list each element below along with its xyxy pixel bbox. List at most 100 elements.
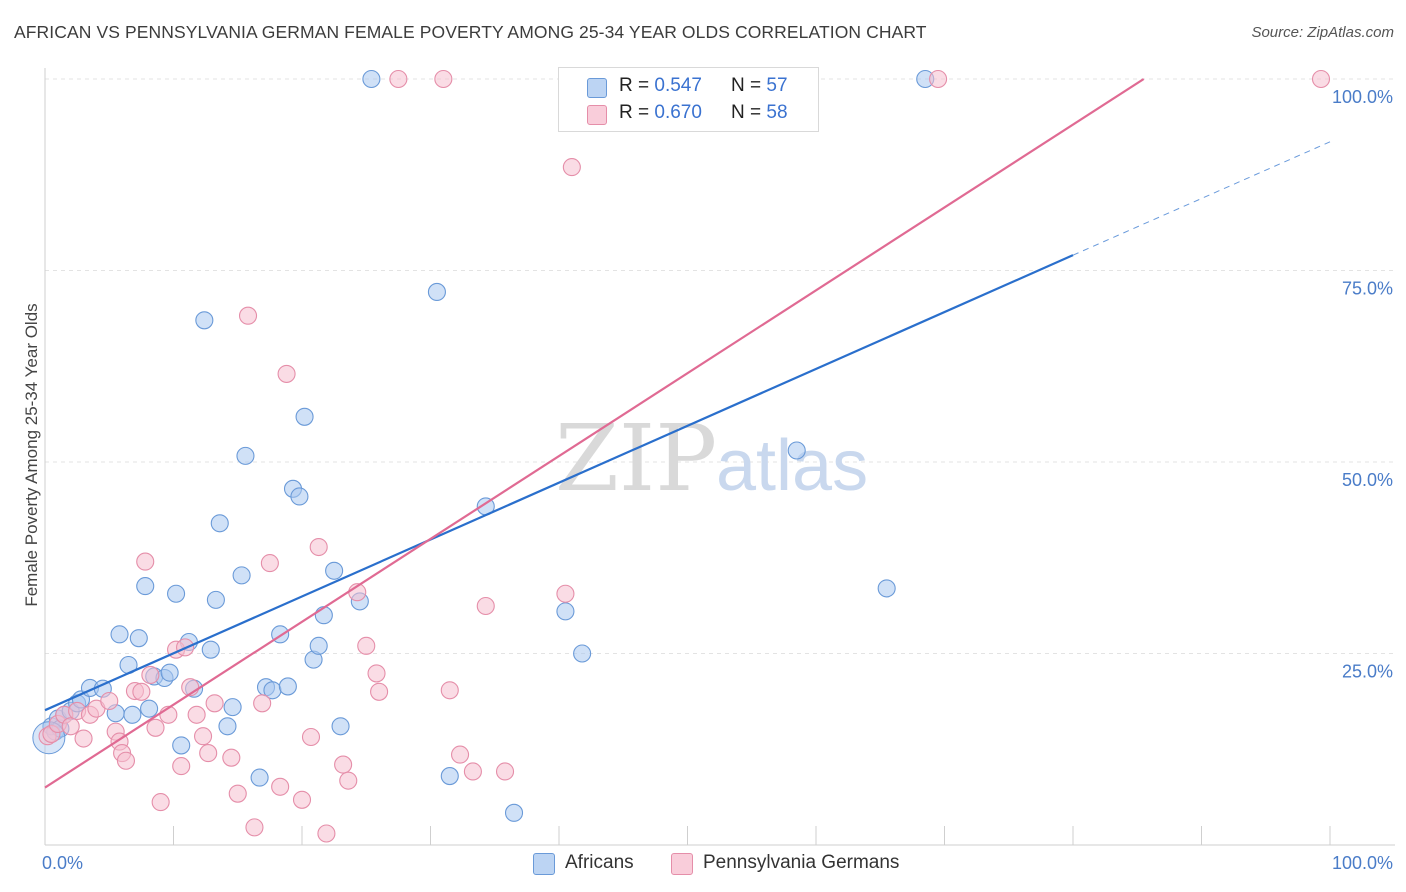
pennsylvania-germans-point <box>357 636 376 655</box>
pennsylvania-germans-point <box>222 748 241 767</box>
pennsylvania-germans-point <box>440 681 459 700</box>
watermark-atlas: atlas <box>716 426 868 506</box>
pennsylvania-germans-point <box>556 584 575 603</box>
legend-label-africans: Africans <box>565 852 634 873</box>
africans-point <box>504 803 524 822</box>
x-tick-label: 0.0% <box>42 853 83 873</box>
africans-point <box>160 663 179 682</box>
africans-point <box>140 699 159 718</box>
pennsylvania-germans-point <box>929 69 948 89</box>
pennsylvania-germans-point <box>495 762 515 781</box>
africans-point <box>325 561 344 580</box>
pennsylvania-germans-point <box>74 729 93 748</box>
africans-point <box>290 487 309 506</box>
pennsylvania-germans-point <box>151 793 170 812</box>
pennsylvania-germans-point <box>271 777 290 796</box>
legend-r-pennsylvania-germans: R = 0.670 <box>619 102 702 123</box>
pennsylvania-germans-point <box>292 790 312 809</box>
pennsylvania-germans-point <box>61 717 80 736</box>
africans-point <box>309 636 328 655</box>
legend-n-value-pennsylvania-germans: 58 <box>766 102 788 123</box>
y-tick-label: 25.0% <box>1342 662 1393 682</box>
pennsylvania-germans-point <box>309 537 328 557</box>
pennsylvania-germans-point <box>451 745 470 764</box>
pennsylvania-germans-point <box>238 306 258 325</box>
africans-point <box>110 625 129 644</box>
pennsylvania-germans-point <box>367 664 386 683</box>
legend-swatch-pennsylvania-germans-bottom <box>671 853 693 875</box>
pennsylvania-germans-point <box>245 818 264 837</box>
legend-n-africans: N = 57 <box>731 75 788 96</box>
legend-label-pennsylvania-germans: Pennsylvania Germans <box>703 852 900 873</box>
africans-point <box>440 767 459 786</box>
pennsylvania-germans-point <box>562 158 581 177</box>
pennsylvania-germans-point <box>199 744 218 763</box>
legend-row-africans: R = 0.547 N = 57 <box>559 74 818 102</box>
correlation-legend: R = 0.547 N = 57 R = 0.670 N = 58 <box>558 67 819 132</box>
africans-point <box>129 629 148 648</box>
y-tick-label: 75.0% <box>1342 279 1393 299</box>
africans-point <box>123 705 142 724</box>
pennsylvania-germans-point <box>476 596 495 616</box>
africans-point <box>210 514 229 533</box>
africans-point <box>877 579 896 598</box>
tick-labels: 25.0% 50.0% 75.0% 100.0% 0.0% 100.0% <box>42 87 1393 873</box>
watermark-zip: ZIP <box>555 405 717 512</box>
africans-point <box>787 441 806 460</box>
africans-point <box>232 566 251 585</box>
africans-point <box>295 407 314 426</box>
africans-point <box>427 282 446 301</box>
africans-point <box>201 640 220 659</box>
y-tick-label: 50.0% <box>1342 470 1393 490</box>
pennsylvania-germans-point <box>277 364 296 383</box>
pennsylvania-germans-point <box>339 771 358 790</box>
africans-point <box>223 698 242 717</box>
legend-row-pennsylvania-germans: R = 0.670 N = 58 <box>559 101 818 129</box>
pennsylvania-germans-point <box>116 751 136 770</box>
africans-point <box>195 311 214 330</box>
pennsylvania-germans-point <box>334 755 353 774</box>
pennsylvania-germans-point <box>260 554 279 573</box>
legend-r-value-africans: 0.547 <box>654 75 702 96</box>
legend-r-value-pennsylvania-germans: 0.670 <box>654 102 702 123</box>
pennsylvania-germans-point <box>194 727 213 746</box>
pennsylvania-germans-point <box>136 552 155 571</box>
africans-point <box>362 69 381 89</box>
series-legend: Africans Pennsylvania Germans <box>0 852 1406 876</box>
trendline-africans <box>44 254 1074 712</box>
legend-r-africans: R = 0.547 <box>619 75 702 96</box>
africans-point <box>218 717 237 736</box>
grid-lines <box>45 78 1395 654</box>
pennsylvania-germans-point <box>187 705 206 724</box>
chart-title: AFRICAN VS PENNSYLVANIA GERMAN FEMALE PO… <box>14 22 927 42</box>
africans-point <box>206 590 225 609</box>
trendline-africans-extension <box>1072 141 1331 256</box>
legend-n-value-africans: 57 <box>766 75 788 96</box>
pennsylvania-germans-point <box>389 69 408 89</box>
africans-point <box>314 606 333 625</box>
pennsylvania-germans-point <box>100 691 119 711</box>
pennsylvania-germans-point <box>301 727 321 747</box>
pennsylvania-germans-point <box>434 69 453 89</box>
pennsylvania-germans-point <box>1311 69 1331 89</box>
legend-swatch-pennsylvania-germans <box>587 105 607 125</box>
africans-point <box>278 677 297 696</box>
series-pennsylvania-germans <box>38 69 1331 843</box>
africans-point <box>331 717 350 736</box>
africans-point <box>167 584 186 603</box>
africans-point <box>250 768 269 787</box>
pennsylvania-germans-point <box>253 694 272 713</box>
pennsylvania-germans-point <box>317 824 336 843</box>
pennsylvania-germans-point <box>370 682 389 701</box>
legend-swatch-africans-bottom <box>533 853 555 875</box>
pennsylvania-germans-point <box>141 665 160 684</box>
y-tick-label: 100.0% <box>1332 87 1393 107</box>
x-tick-label: 100.0% <box>1332 853 1393 873</box>
pennsylvania-germans-point <box>228 784 247 803</box>
trend-lines <box>44 78 1331 789</box>
pennsylvania-germans-point <box>463 762 482 781</box>
legend-n-pennsylvania-germans: N = 58 <box>731 102 788 123</box>
trendline-pennsylvania-germans <box>44 78 1145 789</box>
africans-point <box>172 736 191 755</box>
